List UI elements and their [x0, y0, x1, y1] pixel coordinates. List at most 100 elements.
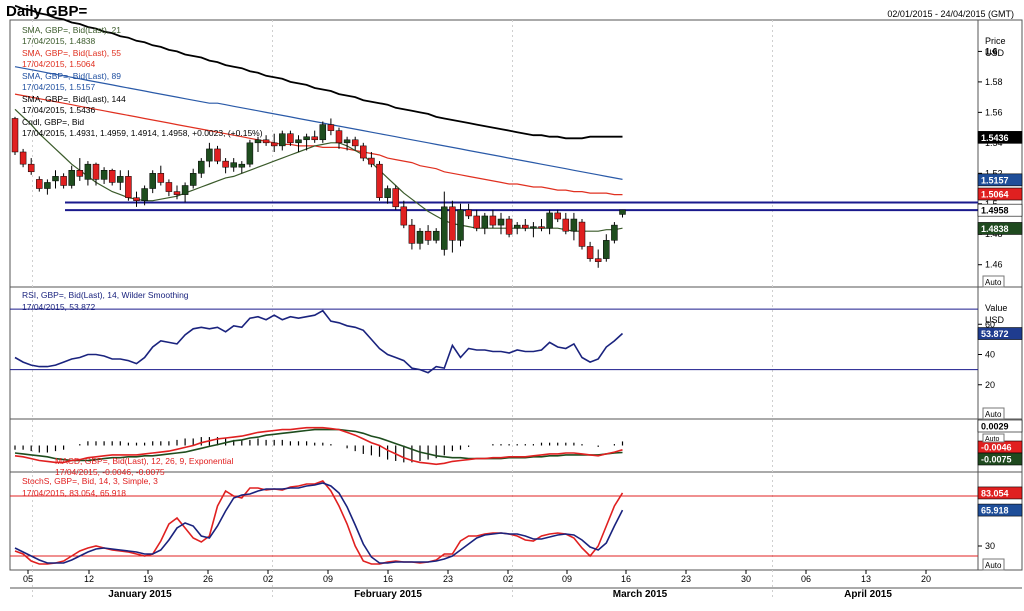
- candle: [513, 224, 521, 229]
- macd-badge: [977, 419, 1023, 433]
- price-badge-text: 1.5157: [981, 175, 1009, 185]
- candle: [603, 240, 610, 259]
- candle: [611, 224, 618, 241]
- candle: [392, 188, 399, 208]
- candle: [76, 170, 84, 177]
- candle: [578, 221, 586, 247]
- rsi-auto-button: [982, 407, 1005, 420]
- day-tick-label: 16: [621, 574, 631, 584]
- candle: [157, 173, 165, 183]
- candle: [27, 163, 35, 173]
- candle: [522, 224, 529, 229]
- candle: [489, 215, 497, 226]
- day-tick-label: 23: [681, 574, 691, 584]
- day-tick-label: 16: [383, 574, 393, 584]
- candle: [360, 145, 367, 159]
- day-tick-label: 23: [443, 574, 453, 584]
- candle: [36, 179, 43, 189]
- day-tick-label: 09: [323, 574, 333, 584]
- candle: [149, 173, 156, 189]
- sma-21-line: [14, 108, 623, 232]
- candle: [198, 160, 205, 174]
- plot-frame: [9, 19, 1023, 571]
- day-tick-label: 26: [203, 574, 213, 584]
- price-badge-text: 1.4838: [981, 224, 1009, 234]
- price-legend-value-3: 17/04/2015, 1.5436: [22, 105, 96, 115]
- candle: [343, 139, 351, 144]
- candle: [295, 139, 302, 144]
- stoch-auto-button: [982, 558, 1005, 571]
- candle: [554, 212, 561, 220]
- stoch-tick-label: 30: [985, 541, 995, 551]
- candle: [230, 162, 237, 168]
- candle: [141, 188, 148, 201]
- candle: [351, 139, 359, 147]
- price-tick-label: 1.46: [985, 260, 1003, 270]
- candle: [262, 139, 270, 144]
- candle: [52, 176, 59, 182]
- price-axis-title: Price: [985, 36, 1006, 46]
- sma-89-line: [14, 66, 623, 180]
- price-auto-label: Auto: [985, 278, 1002, 287]
- price-tick-label: 1.52: [985, 168, 1003, 178]
- candle: [270, 142, 278, 147]
- stoch-auto-label: Auto: [985, 561, 1002, 570]
- price-badge: [977, 203, 1023, 217]
- price-badge-text: 1.4958: [981, 206, 1009, 216]
- candle: [538, 226, 545, 229]
- day-tick-label: 20: [921, 574, 931, 584]
- rsi-tick-label: 40: [985, 350, 995, 360]
- candle: [222, 160, 229, 168]
- candle: [449, 206, 456, 241]
- sma-55-line: [14, 93, 623, 196]
- month-label-0: January 2015: [108, 589, 172, 600]
- macd-badge: [977, 452, 1023, 466]
- macd-badge-text: 0.0029: [981, 422, 1009, 432]
- candle: [181, 185, 189, 195]
- rsi-legend-label: RSI, GBP=, Bid(Last), 14, Wilder Smoothi…: [22, 290, 189, 300]
- macd-legend-value: 17/04/2015, -0.0046, -0.0075: [55, 467, 165, 477]
- candle: [117, 176, 124, 183]
- macd-signal-line: [14, 428, 623, 462]
- candle: [214, 148, 221, 162]
- price-axis-unit: USD: [985, 48, 1005, 58]
- day-tick-label: 02: [503, 574, 513, 584]
- candle: [165, 182, 173, 192]
- candle: [546, 212, 553, 229]
- stoch-legend-label: StochS, GBP=, Bid, 14, 3, Simple, 3: [22, 476, 158, 486]
- price-legend-label-4: Cndl, GBP=, Bid: [22, 117, 84, 127]
- candle: [384, 188, 391, 198]
- candle: [254, 139, 262, 144]
- month-label-3: April 2015: [844, 589, 892, 600]
- date-range: 02/01/2015 - 24/04/2015 (GMT): [887, 9, 1014, 19]
- chart-title: Daily GBP=: [6, 3, 88, 20]
- candle: [311, 136, 318, 141]
- candle: [473, 215, 480, 229]
- candle: [424, 230, 432, 241]
- stoch-badge-text: 83.054: [981, 488, 1009, 498]
- stoch-legend-value: 17/04/2015, 83.054, 65.918: [22, 488, 126, 498]
- stoch-badge-text: 65.918: [981, 506, 1009, 516]
- price-badge: [977, 131, 1023, 144]
- macd-legend-label: MACD, GBP=, Bid(Last), 12, 26, 9, Expone…: [55, 456, 233, 466]
- price-legend-value-4: 17/04/2015, 1.4931, 1.4959, 1.4914, 1.49…: [22, 128, 263, 138]
- candle: [246, 142, 254, 165]
- day-tick-label: 05: [23, 574, 33, 584]
- candle: [133, 197, 140, 201]
- price-tick-label: 1.5: [985, 199, 998, 209]
- stoch-badge: [977, 486, 1023, 500]
- price-legend-label-1: SMA, GBP=, Bid(Last), 55: [22, 48, 121, 58]
- candle: [505, 218, 513, 235]
- price-legend-label-2: SMA, GBP=, Bid(Last), 89: [22, 71, 121, 81]
- stoch-d-line: [14, 482, 624, 564]
- rsi-legend-value: 17/04/2015, 53.872: [22, 302, 96, 312]
- candle: [173, 191, 181, 195]
- candle: [206, 148, 213, 162]
- candle: [19, 151, 27, 165]
- month-label-1: February 2015: [354, 589, 422, 600]
- candle: [619, 209, 626, 215]
- macd-badge-text: -0.0046: [981, 443, 1012, 453]
- candle: [335, 130, 343, 144]
- macd-auto-label: Auto: [985, 436, 1000, 443]
